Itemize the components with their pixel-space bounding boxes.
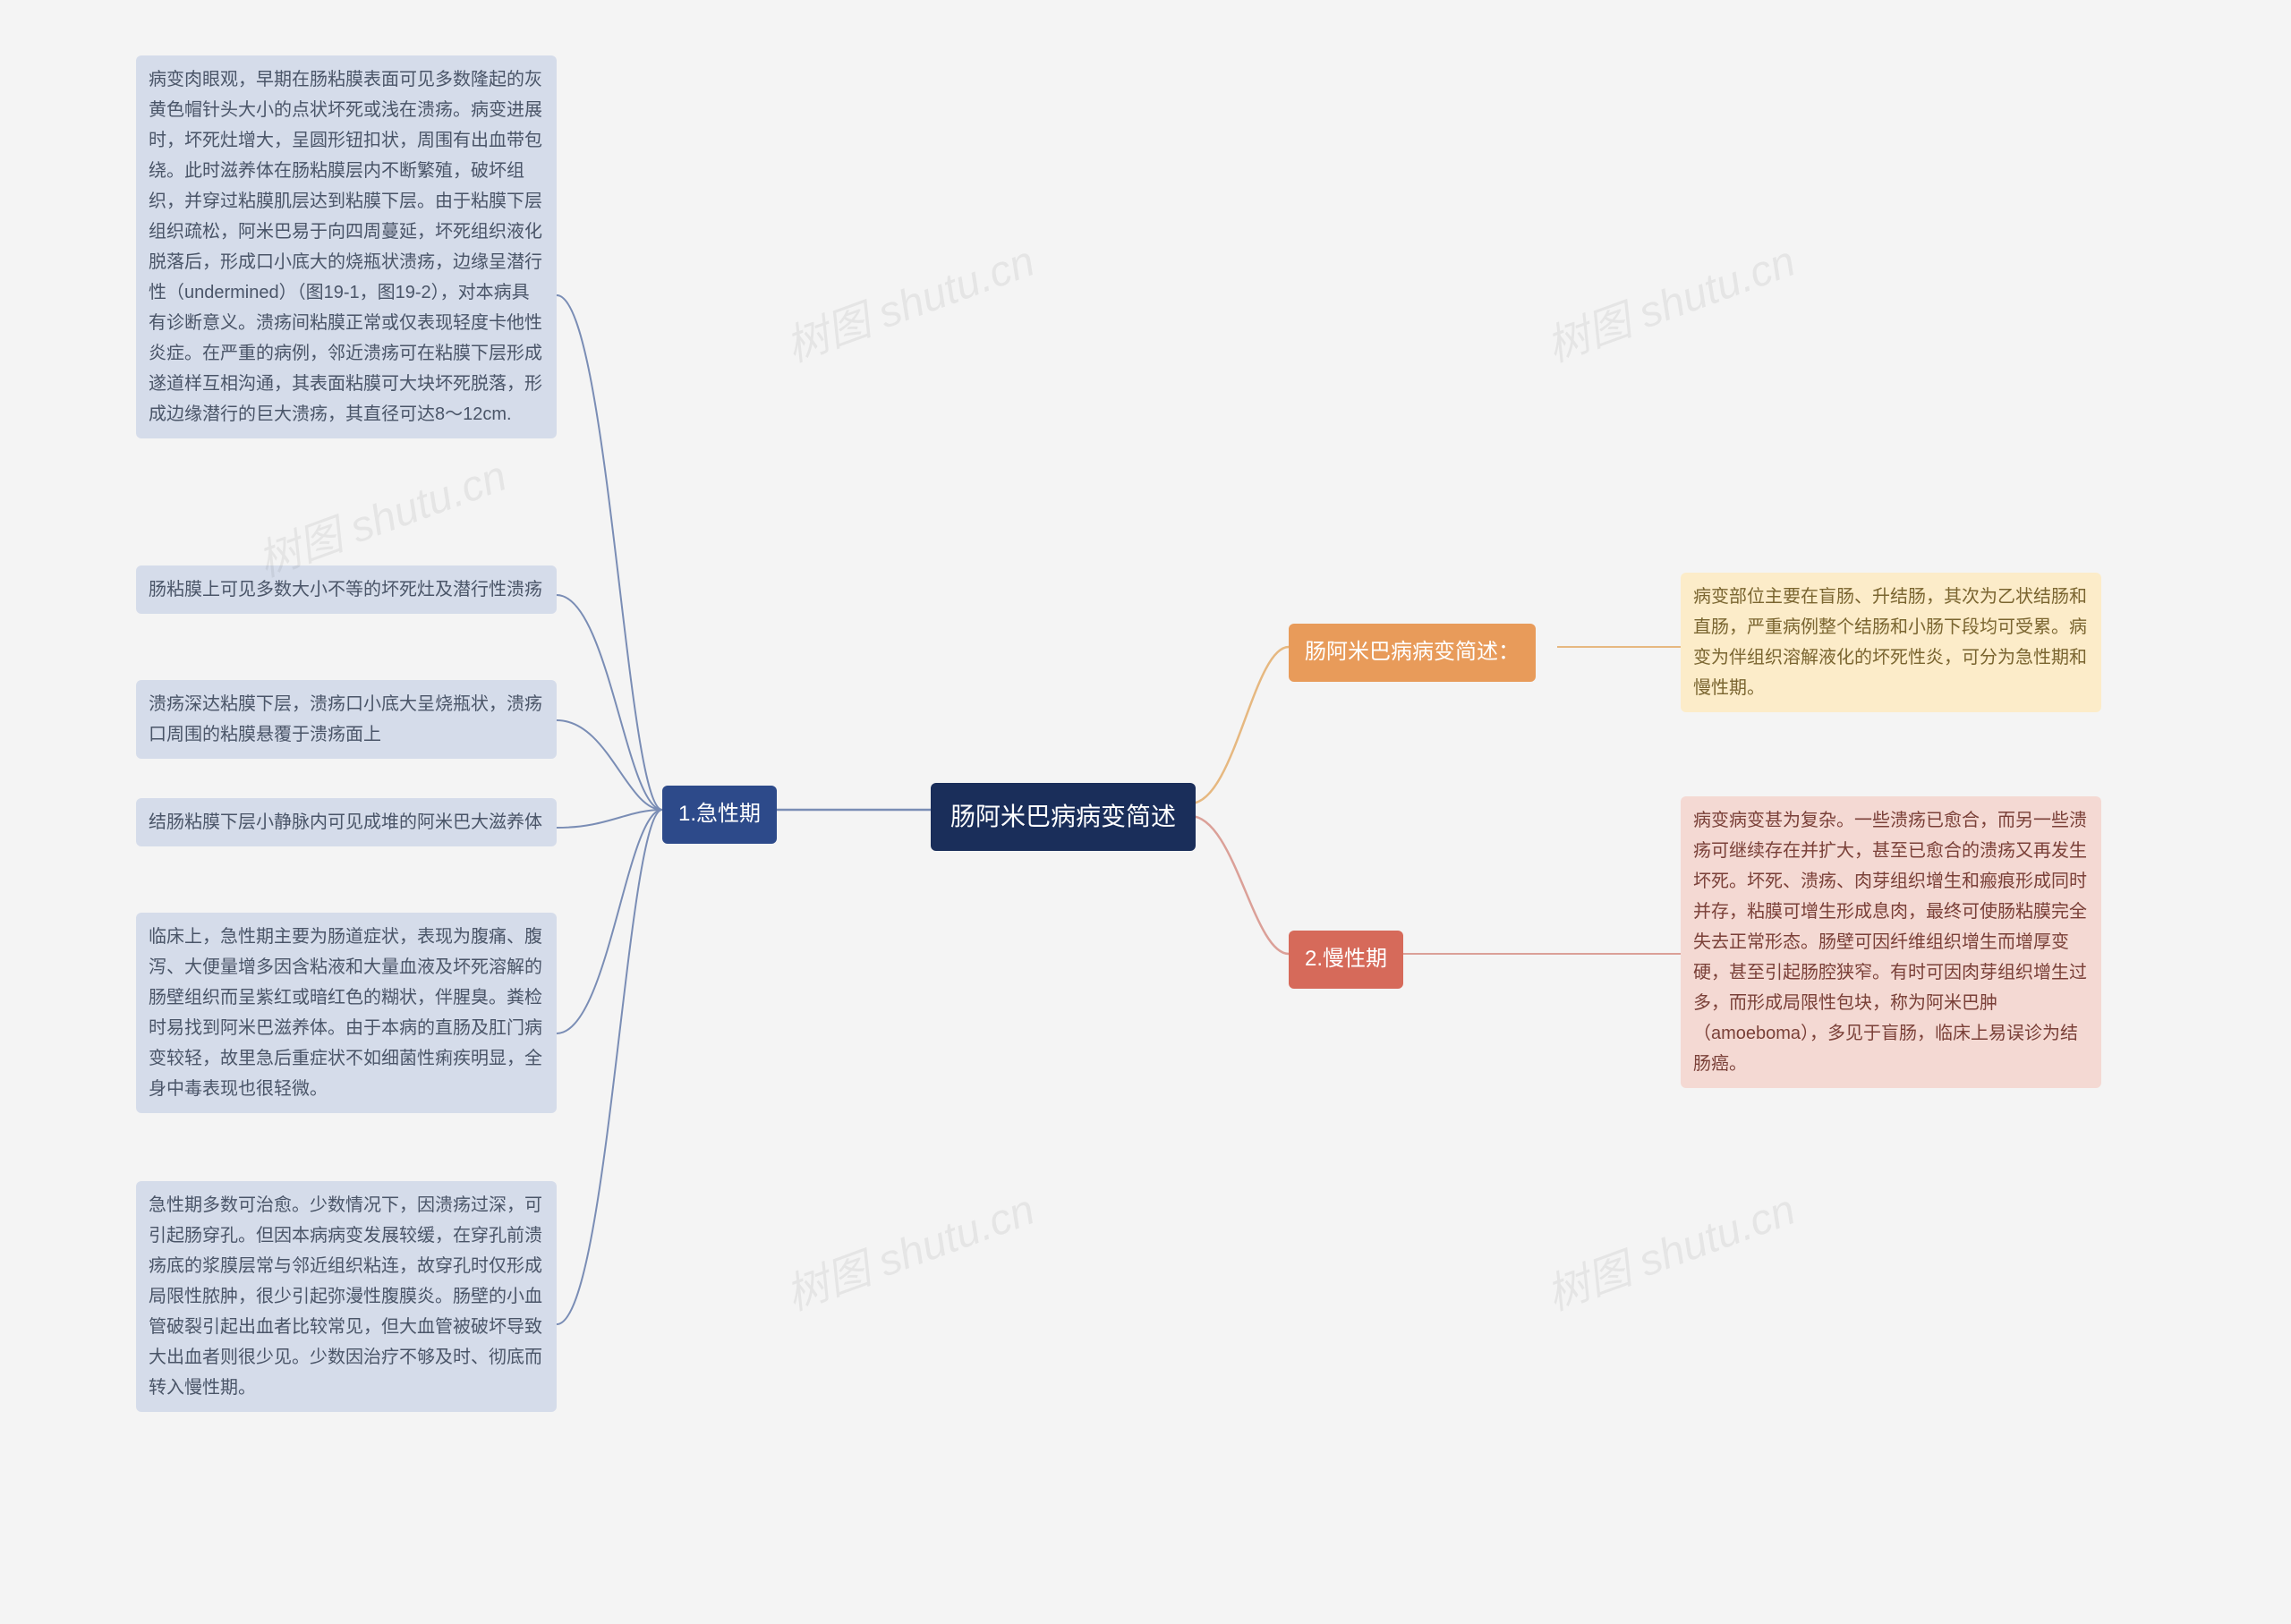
leaf-acute-5-text: 急性期多数可治愈。少数情况下，因溃疡过深，可引起肠穿孔。但因本病病变发展较缓，在… bbox=[149, 1195, 542, 1398]
leaf-acute-1[interactable]: 肠粘膜上可见多数大小不等的坏死灶及潜行性溃疡 bbox=[136, 565, 557, 614]
leaf-summary-0[interactable]: 病变部位主要在盲肠、升结肠，其次为乙状结肠和直肠，严重病例整个结肠和小肠下段均可… bbox=[1681, 573, 2101, 712]
leaf-acute-4[interactable]: 临床上，急性期主要为肠道症状，表现为腹痛、腹泻、大便量增多因含粘液和大量血液及坏… bbox=[136, 913, 557, 1113]
leaf-acute-3-text: 结肠粘膜下层小静脉内可见成堆的阿米巴大滋养体 bbox=[149, 812, 542, 832]
branch-summary[interactable]: 肠阿米巴病病变简述： bbox=[1289, 624, 1536, 682]
mindmap-canvas: 肠阿米巴病病变简述 1.急性期 肠阿米巴病病变简述： 2.慢性期 病变肉眼观，早… bbox=[0, 0, 2291, 1624]
leaf-chronic-0-text: 病变病变甚为复杂。一些溃疡已愈合，而另一些溃疡可继续存在并扩大，甚至已愈合的溃疡… bbox=[1693, 811, 2087, 1074]
leaf-chronic-0[interactable]: 病变病变甚为复杂。一些溃疡已愈合，而另一些溃疡可继续存在并扩大，甚至已愈合的溃疡… bbox=[1681, 796, 2101, 1088]
leaf-acute-4-text: 临床上，急性期主要为肠道症状，表现为腹痛、腹泻、大便量增多因含粘液和大量血液及坏… bbox=[149, 927, 542, 1099]
branch-acute[interactable]: 1.急性期 bbox=[662, 786, 777, 844]
leaf-acute-0-text: 病变肉眼观，早期在肠粘膜表面可见多数隆起的灰黄色帽针头大小的点状坏死或浅在溃疡。… bbox=[149, 70, 542, 424]
center-topic[interactable]: 肠阿米巴病病变简述 bbox=[931, 783, 1196, 851]
leaf-acute-3[interactable]: 结肠粘膜下层小静脉内可见成堆的阿米巴大滋养体 bbox=[136, 798, 557, 846]
leaf-summary-0-text: 病变部位主要在盲肠、升结肠，其次为乙状结肠和直肠，严重病例整个结肠和小肠下段均可… bbox=[1693, 587, 2087, 698]
watermark: 树图 shutu.cn bbox=[1537, 1174, 1802, 1322]
branch-chronic[interactable]: 2.慢性期 bbox=[1289, 931, 1403, 989]
leaf-acute-2-text: 溃疡深达粘膜下层，溃疡口小底大呈烧瓶状，溃疡口周围的粘膜悬覆于溃疡面上 bbox=[149, 694, 542, 744]
center-topic-label: 肠阿米巴病病变简述 bbox=[950, 803, 1176, 830]
branch-chronic-label: 2.慢性期 bbox=[1305, 947, 1387, 971]
branch-acute-label: 1.急性期 bbox=[678, 802, 761, 826]
leaf-acute-5[interactable]: 急性期多数可治愈。少数情况下，因溃疡过深，可引起肠穿孔。但因本病病变发展较缓，在… bbox=[136, 1181, 557, 1412]
leaf-acute-1-text: 肠粘膜上可见多数大小不等的坏死灶及潜行性溃疡 bbox=[149, 580, 542, 599]
watermark: 树图 shutu.cn bbox=[776, 1174, 1042, 1322]
leaf-acute-2[interactable]: 溃疡深达粘膜下层，溃疡口小底大呈烧瓶状，溃疡口周围的粘膜悬覆于溃疡面上 bbox=[136, 680, 557, 759]
branch-summary-label: 肠阿米巴病病变简述： bbox=[1305, 640, 1520, 664]
leaf-acute-0[interactable]: 病变肉眼观，早期在肠粘膜表面可见多数隆起的灰黄色帽针头大小的点状坏死或浅在溃疡。… bbox=[136, 55, 557, 438]
watermark: 树图 shutu.cn bbox=[776, 225, 1042, 373]
watermark: 树图 shutu.cn bbox=[1537, 225, 1802, 373]
